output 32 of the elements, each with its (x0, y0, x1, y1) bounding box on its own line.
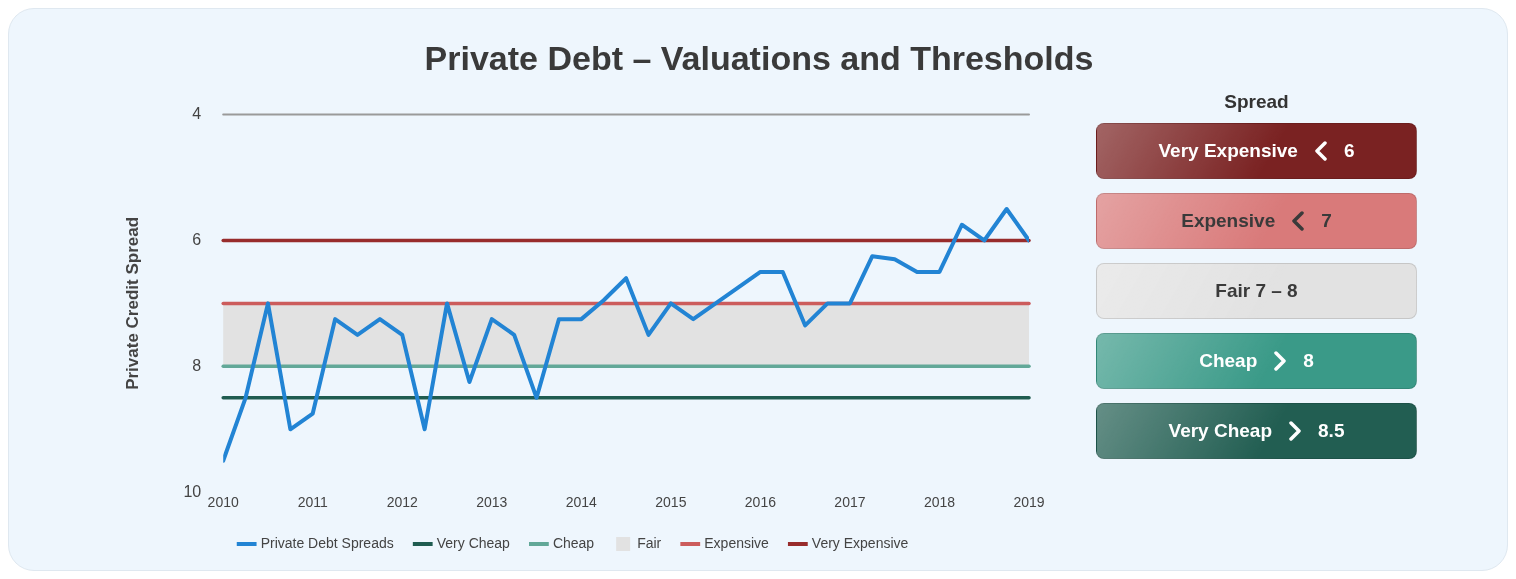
x-tick-label: 2014 (565, 494, 598, 511)
y-tick-label: 10 (183, 482, 202, 500)
legend-label: Private Debt Spreads (260, 534, 394, 551)
x-tick-label: 2011 (297, 494, 328, 511)
x-tick-label: 2018 (923, 494, 956, 511)
x-tick-label: 2017 (834, 494, 866, 511)
legend-label: Fair (637, 534, 662, 551)
x-tick-label: 2015 (655, 494, 687, 511)
legend-label: Very Cheap (436, 534, 511, 551)
text: 6 (1343, 140, 1355, 161)
text: 8 (1303, 350, 1314, 371)
x-tick-label: 2016 (744, 494, 777, 511)
y-tick-label: 6 (192, 230, 202, 248)
x-tick-label: 2010 (207, 494, 239, 511)
x-tick-label: 2013 (476, 494, 508, 511)
x-tick-label: 2019 (1013, 494, 1045, 511)
category-label: Very Expensive (1158, 140, 1298, 162)
y-tick-label: 8 (192, 356, 202, 374)
legend-label: Very Expensive (811, 534, 909, 551)
text: Spread (1223, 91, 1290, 113)
legend-label: Expensive (704, 534, 770, 551)
y-axis-title: Private Credit Spread (122, 216, 142, 390)
category-label: Fair 7 – 8 (1215, 280, 1298, 302)
category-label: Very Cheap (1168, 420, 1273, 442)
text: 8.5 (1318, 420, 1345, 441)
text: 7 (1321, 210, 1332, 231)
x-tick-label: 2012 (386, 494, 419, 511)
chart-title: Private Debt – Valuations and Thresholds (423, 39, 1095, 78)
category-label: Cheap (1199, 350, 1258, 372)
y-tick-label: 4 (192, 105, 202, 123)
legend-label: Cheap (552, 534, 595, 551)
category-label: Expensive (1181, 210, 1276, 232)
